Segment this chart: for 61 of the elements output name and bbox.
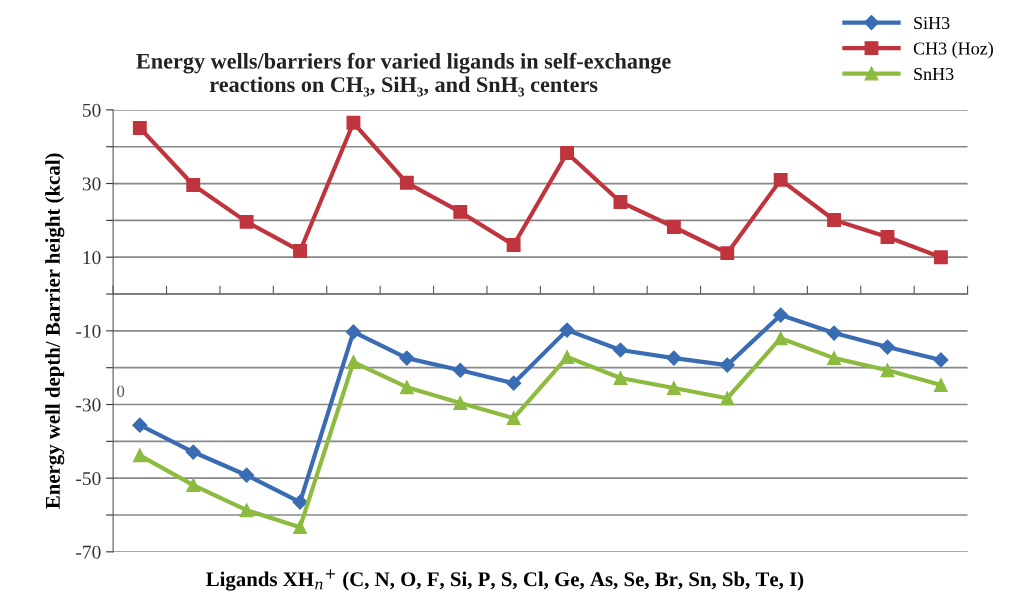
point	[773, 331, 788, 346]
point	[826, 325, 842, 341]
point	[506, 238, 521, 252]
y-tick-label: -30	[76, 398, 101, 412]
point	[293, 243, 307, 258]
point	[239, 503, 254, 518]
chart-title: Energy wells/barriers for varied ligands in self-exchange reactions on CH₃, SiH₃, and SnH₃ centers	[136, 52, 671, 97]
point	[453, 204, 468, 219]
point	[612, 342, 629, 358]
point	[666, 220, 681, 234]
point	[773, 307, 789, 323]
point	[827, 213, 842, 227]
point	[613, 371, 628, 385]
point	[399, 380, 414, 395]
point	[666, 380, 681, 395]
point	[346, 355, 361, 370]
point	[132, 120, 147, 135]
point	[185, 444, 201, 460]
y-tick-label: -70	[76, 545, 101, 559]
annotation: 0	[117, 385, 125, 397]
point	[879, 339, 896, 355]
point	[186, 478, 201, 493]
point	[560, 146, 574, 160]
y-tick-label: 50	[83, 103, 101, 117]
point	[880, 230, 895, 244]
point	[399, 175, 414, 190]
legend-label: SnH3	[914, 67, 954, 81]
point	[720, 391, 735, 406]
y-tick-label: -50	[76, 471, 101, 486]
y-tick-label: 10	[83, 251, 101, 265]
legend-label: CH3 (Hoz)	[913, 41, 993, 59]
point	[239, 214, 254, 229]
y-tick-label: -10	[76, 324, 101, 338]
point	[719, 357, 735, 373]
point	[399, 350, 415, 366]
point	[506, 375, 522, 391]
point	[132, 448, 147, 463]
point	[933, 352, 949, 368]
point	[559, 322, 575, 338]
point	[933, 250, 948, 265]
point	[933, 378, 948, 392]
point	[827, 351, 842, 366]
point	[345, 324, 362, 340]
point	[293, 520, 307, 535]
point	[239, 467, 255, 483]
point	[720, 246, 735, 261]
point	[613, 195, 628, 209]
y-axis-title: Energy well depth/ Barrier height (kcal)	[45, 153, 65, 509]
y-tick-label: 30	[82, 177, 101, 191]
point	[506, 411, 521, 426]
legend-label: SiH3	[914, 16, 950, 30]
point	[666, 350, 682, 366]
point	[773, 172, 788, 187]
x-axis-title: Ligands XH$_{n}$$^{+}$ (C, N, O, F, Si, P, S, Cl, Ge, As, Se, Br, Sn, Sb, Te, I)	[206, 569, 804, 591]
point	[346, 115, 361, 130]
point	[452, 362, 468, 378]
point	[880, 363, 895, 378]
point	[132, 417, 148, 433]
point	[186, 178, 201, 192]
point	[453, 396, 468, 410]
point	[560, 350, 574, 364]
